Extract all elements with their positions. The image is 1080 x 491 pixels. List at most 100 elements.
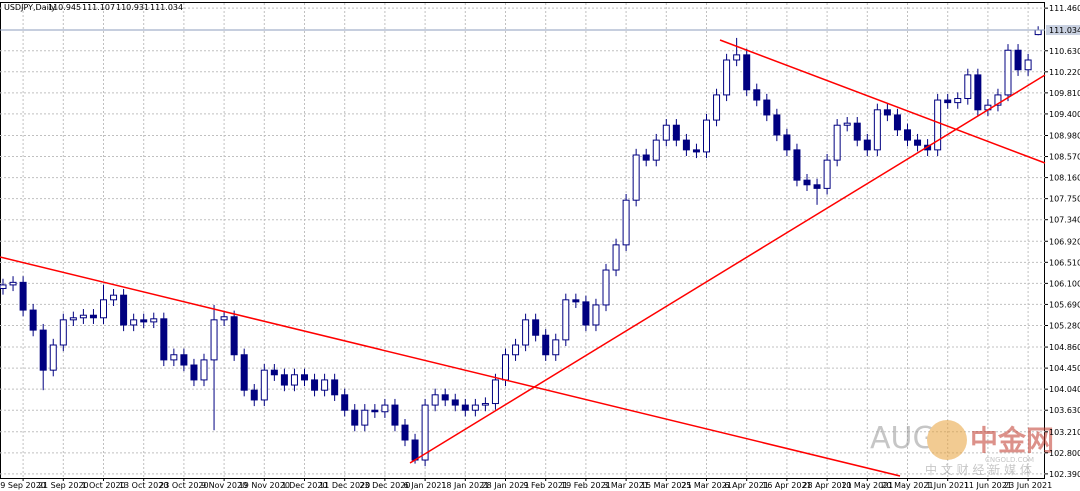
y-tick-label: 104.040	[1049, 385, 1080, 394]
candle-body	[914, 139, 922, 146]
candle-body	[331, 379, 339, 396]
y-tick-label: 106.510	[1049, 258, 1080, 267]
candle-body	[321, 379, 329, 391]
y-tick-label: 108.980	[1049, 131, 1080, 140]
candle-body	[632, 154, 640, 201]
candle-body	[1014, 49, 1022, 71]
candle-body	[19, 281, 27, 311]
candle-body	[944, 99, 952, 104]
candles	[0, 26, 1042, 467]
x-tick-label: 9 Feb 2021	[523, 481, 568, 490]
candle-body	[502, 354, 509, 381]
candle-body	[813, 184, 821, 189]
x-tick-label: 28 Apr 2021	[802, 481, 851, 490]
candle-body	[823, 159, 831, 189]
candle-body	[763, 99, 771, 116]
candle-body	[803, 179, 811, 186]
symbol: USDJPY,Daily	[4, 3, 56, 12]
x-tick-label: 6 Apr 2021	[725, 481, 769, 490]
candle-body	[341, 394, 349, 411]
candle-body	[130, 319, 138, 326]
x-tick-label: 20 May 2021	[881, 481, 933, 490]
candle-body	[190, 364, 198, 381]
x-tick-label: 16 Apr 2021	[762, 481, 811, 490]
candle-body	[270, 369, 278, 376]
candle-body	[230, 316, 238, 356]
y-tick-label: 107.750	[1049, 195, 1080, 204]
candle-body	[833, 124, 841, 161]
x-tick-label: 18 Jan 2021	[441, 481, 489, 490]
x-tick-label: 23 Dec 2020	[359, 481, 410, 490]
candle-body	[562, 299, 570, 341]
candle-body	[220, 316, 228, 321]
x-tick-label: 19 Nov 2020	[239, 481, 290, 490]
candle-body	[753, 89, 761, 101]
y-tick-label: 104.860	[1049, 343, 1080, 352]
x-tick-label: 21 Sep 2020	[38, 481, 89, 490]
candle-body	[401, 424, 409, 441]
candle-body	[642, 154, 650, 161]
candle-body	[843, 122, 851, 126]
candle-body	[853, 122, 861, 141]
candle-body	[582, 301, 590, 326]
candle-body	[773, 114, 781, 136]
y-tick-label: 104.450	[1049, 364, 1080, 373]
x-tick-label: 1 Dec 2020	[281, 481, 327, 490]
y-tick-label: 105.690	[1049, 300, 1080, 309]
candle-body	[200, 359, 208, 381]
y-tick-label: 102.800	[1049, 449, 1080, 458]
candle-body	[1004, 49, 1012, 96]
watermark-brand: AUG	[870, 421, 936, 456]
candle-body	[120, 294, 128, 326]
candle-body	[210, 319, 218, 361]
candle-body	[863, 139, 871, 151]
candle-body	[290, 374, 298, 386]
candle-body	[491, 379, 499, 405]
watermark-name: 中金网	[970, 424, 1054, 457]
x-tick-label: 10 May 2021	[841, 481, 893, 490]
candle-body	[552, 339, 560, 356]
plot-frame	[0, 2, 1045, 479]
x-tick-label: 28 Jan 2021	[482, 481, 530, 490]
header-high: 111.107	[82, 3, 115, 12]
header-low: 110.931	[116, 3, 149, 12]
candle-body	[743, 54, 751, 91]
candle-body	[451, 399, 459, 406]
y-tick-label: 105.280	[1049, 321, 1080, 330]
trend-line	[0, 256, 901, 477]
header-close: 111.034	[150, 3, 183, 12]
candle-body	[391, 404, 399, 426]
current-price-box	[1046, 25, 1080, 36]
y-tick-label: 109.810	[1049, 89, 1080, 98]
candle-body	[260, 369, 268, 401]
candle-body	[180, 354, 188, 366]
y-tick-label: 111.460	[1049, 4, 1080, 13]
candle-body	[39, 329, 47, 371]
y-tick-label: 106.100	[1049, 279, 1080, 288]
trend-line	[719, 39, 1046, 164]
candle-body	[361, 409, 369, 426]
y-tick-label: 103.630	[1049, 406, 1080, 415]
candle-body	[783, 134, 791, 151]
candle-body	[542, 334, 550, 356]
candle-body	[0, 284, 7, 290]
y-tick-label: 102.390	[1049, 470, 1080, 479]
x-tick-label: 3 Mar 2021	[603, 481, 649, 490]
candle-body	[713, 94, 721, 121]
candle-body	[893, 114, 901, 131]
candle-body	[1024, 59, 1032, 71]
candle-body	[481, 403, 489, 406]
candle-body	[301, 374, 308, 381]
candle-body	[381, 404, 389, 413]
candle-body	[692, 149, 700, 153]
candle-body	[110, 294, 118, 301]
candle-body	[150, 318, 158, 323]
candle-body	[994, 94, 1002, 106]
x-tick-label: 23 Jun 2021	[1004, 481, 1052, 490]
candle-body	[250, 389, 258, 401]
x-tick-label: 6 Jan 2021	[404, 481, 447, 490]
candle-body	[371, 409, 379, 413]
candle-body	[471, 404, 479, 411]
candle-body	[160, 318, 168, 361]
candle-body	[873, 109, 881, 151]
